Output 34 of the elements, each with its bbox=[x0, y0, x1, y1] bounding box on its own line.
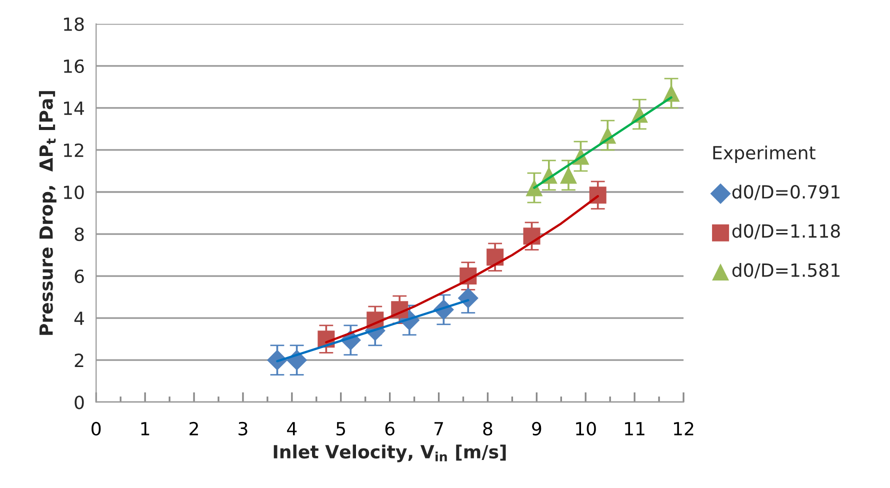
legend-title: Experiment bbox=[713, 146, 816, 164]
point bbox=[560, 166, 577, 184]
y-tick-label: 6 bbox=[74, 270, 84, 284]
x-tick-label: 1 bbox=[141, 422, 150, 436]
point bbox=[589, 186, 606, 204]
x-tick-label: 11 bbox=[625, 422, 644, 436]
legend-label: d0/D=1.581 bbox=[732, 262, 840, 278]
x-tick-label: 5 bbox=[336, 422, 346, 436]
y-tick-label: 2 bbox=[74, 354, 84, 367]
y-tick-label: 0 bbox=[74, 396, 84, 410]
x-tick-label: 9 bbox=[532, 422, 542, 436]
point bbox=[526, 179, 543, 196]
x-tick-label: 0 bbox=[92, 422, 101, 436]
y-tick-label: 14 bbox=[64, 102, 84, 115]
point bbox=[458, 288, 478, 308]
x-tick-label: 10 bbox=[576, 422, 596, 436]
y-tick-label: 4 bbox=[74, 312, 84, 325]
y-tick-label: 8 bbox=[74, 227, 84, 242]
y-tick-label: 12 bbox=[64, 143, 84, 157]
x-tick-label: 2 bbox=[190, 422, 198, 436]
x-tick-label: 7 bbox=[434, 422, 443, 436]
point bbox=[486, 248, 504, 266]
x-tick-label: 3 bbox=[238, 422, 248, 436]
x-tick-label: 8 bbox=[483, 422, 492, 436]
y-tick-label: 16 bbox=[64, 59, 84, 74]
x-tick-label: 6 bbox=[385, 422, 394, 436]
y-tick-label: 18 bbox=[64, 17, 84, 32]
y-tick-label: 10 bbox=[64, 185, 84, 200]
x-tick-label: 4 bbox=[287, 422, 297, 436]
x-tick-label: 12 bbox=[674, 422, 694, 436]
y-axis-title: Pressure Drop, ΔP$_{t}$ [Pa] bbox=[38, 91, 56, 335]
x-axis-title: Inlet Velocity, V$_{in}$ [m/s] bbox=[274, 444, 506, 462]
legend-label: d0/D=1.118 bbox=[732, 224, 840, 240]
legend-label: d0/D=0.791 bbox=[732, 184, 840, 200]
